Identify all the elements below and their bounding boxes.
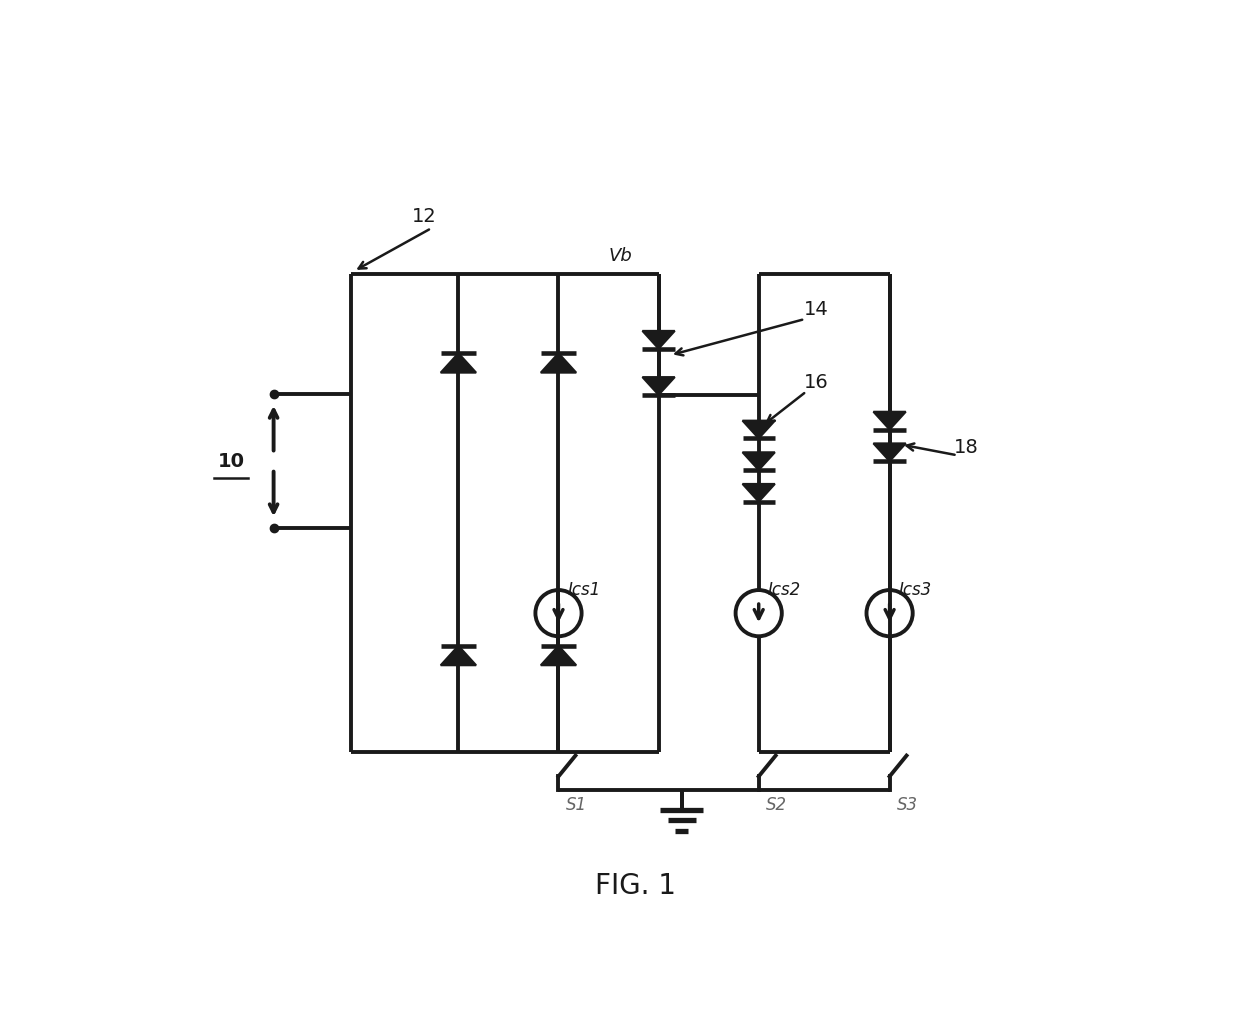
Polygon shape — [642, 377, 675, 395]
Polygon shape — [541, 646, 577, 666]
Text: FIG. 1: FIG. 1 — [595, 873, 676, 900]
Text: 18: 18 — [955, 438, 978, 457]
Polygon shape — [440, 353, 476, 373]
Text: S2: S2 — [766, 796, 787, 815]
Text: S1: S1 — [567, 796, 588, 815]
Text: 12: 12 — [412, 207, 436, 226]
Polygon shape — [743, 420, 775, 439]
Polygon shape — [642, 331, 675, 349]
Text: 14: 14 — [804, 299, 828, 319]
Text: Ics1: Ics1 — [568, 582, 601, 599]
Polygon shape — [873, 443, 905, 462]
Text: Vb: Vb — [609, 247, 632, 265]
Polygon shape — [743, 452, 775, 470]
Text: Ics3: Ics3 — [899, 582, 932, 599]
Text: 10: 10 — [218, 451, 244, 471]
Polygon shape — [440, 646, 476, 666]
Polygon shape — [743, 484, 775, 502]
Polygon shape — [541, 353, 577, 373]
Polygon shape — [873, 412, 905, 430]
Text: 16: 16 — [804, 373, 828, 391]
Text: S3: S3 — [898, 796, 919, 815]
Text: Ics2: Ics2 — [768, 582, 801, 599]
